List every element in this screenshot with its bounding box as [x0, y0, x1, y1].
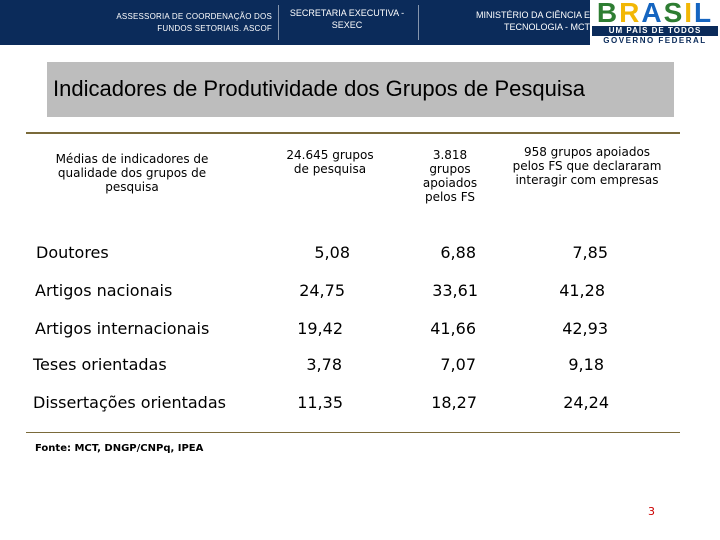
logo-government: GOVERNO FEDERAL	[603, 36, 707, 45]
row-label-dissertacoes-orientadas: Dissertações orientadas	[33, 393, 226, 412]
cell-value: 3,78	[306, 355, 342, 374]
source-note: Fonte: MCT, DNGP/CNPq, IPEA	[35, 443, 204, 454]
cell-value: 19,42	[297, 319, 343, 338]
cell-value: 24,75	[299, 281, 345, 300]
cell-value: 7,85	[572, 243, 608, 262]
header-divider	[278, 5, 279, 40]
header-bar: ASSESSORIA DE COORDENAÇÃO DOS FUNDOS SET…	[0, 0, 720, 45]
column-header-all-groups: 24.645 grupos de pesquisa	[286, 148, 374, 176]
header-divider	[418, 5, 419, 40]
cell-value: 6,88	[440, 243, 476, 262]
brasil-wordmark: BRASIL	[596, 0, 714, 28]
header-ascof: ASSESSORIA DE COORDENAÇÃO DOS FUNDOS SET…	[116, 12, 272, 33]
cell-value: 42,93	[562, 319, 608, 338]
title-bar: Indicadores de Produtividade dos Grupos …	[47, 62, 674, 117]
cell-value: 9,18	[568, 355, 604, 374]
cell-value: 24,24	[563, 393, 609, 412]
row-label-artigos-internacionais: Artigos internacionais	[35, 319, 210, 338]
table-bottom-rule	[26, 432, 680, 433]
logo-tagline: UM PAÍS DE TODOS	[592, 26, 718, 36]
header-sexec: SECRETARIA EXECUTIVA - SEXEC	[289, 8, 405, 30]
header-mct: MINISTÉRIO DA CIÊNCIA E TECNOLOGIA - MCT	[475, 10, 590, 32]
row-label-teses-orientadas: Teses orientadas	[33, 355, 167, 374]
cell-value: 11,35	[297, 393, 343, 412]
header-band	[0, 0, 590, 45]
cell-value: 5,08	[314, 243, 350, 262]
cell-value: 33,61	[432, 281, 478, 300]
cell-value: 7,07	[440, 355, 476, 374]
brasil-government-logo: BRASIL UM PAÍS DE TODOS GOVERNO FEDERAL	[590, 0, 720, 45]
column-header-fs-groups: 3.818 grupos apoiados pelos FS	[422, 148, 478, 204]
slide-title: Indicadores de Produtividade dos Grupos …	[53, 76, 586, 101]
column-header-fs-company-groups: 958 grupos apoiados pelos FS que declara…	[512, 145, 662, 187]
cell-value: 41,66	[430, 319, 476, 338]
row-label-artigos-nacionais: Artigos nacionais	[35, 281, 173, 300]
cell-value: 41,28	[559, 281, 605, 300]
cell-value: 18,27	[431, 393, 477, 412]
row-label-doutores: Doutores	[36, 243, 109, 262]
page-number: 3	[648, 505, 655, 518]
table-top-rule	[26, 132, 680, 134]
label-column-header: Médias de indicadores de qualidade dos g…	[55, 152, 209, 194]
